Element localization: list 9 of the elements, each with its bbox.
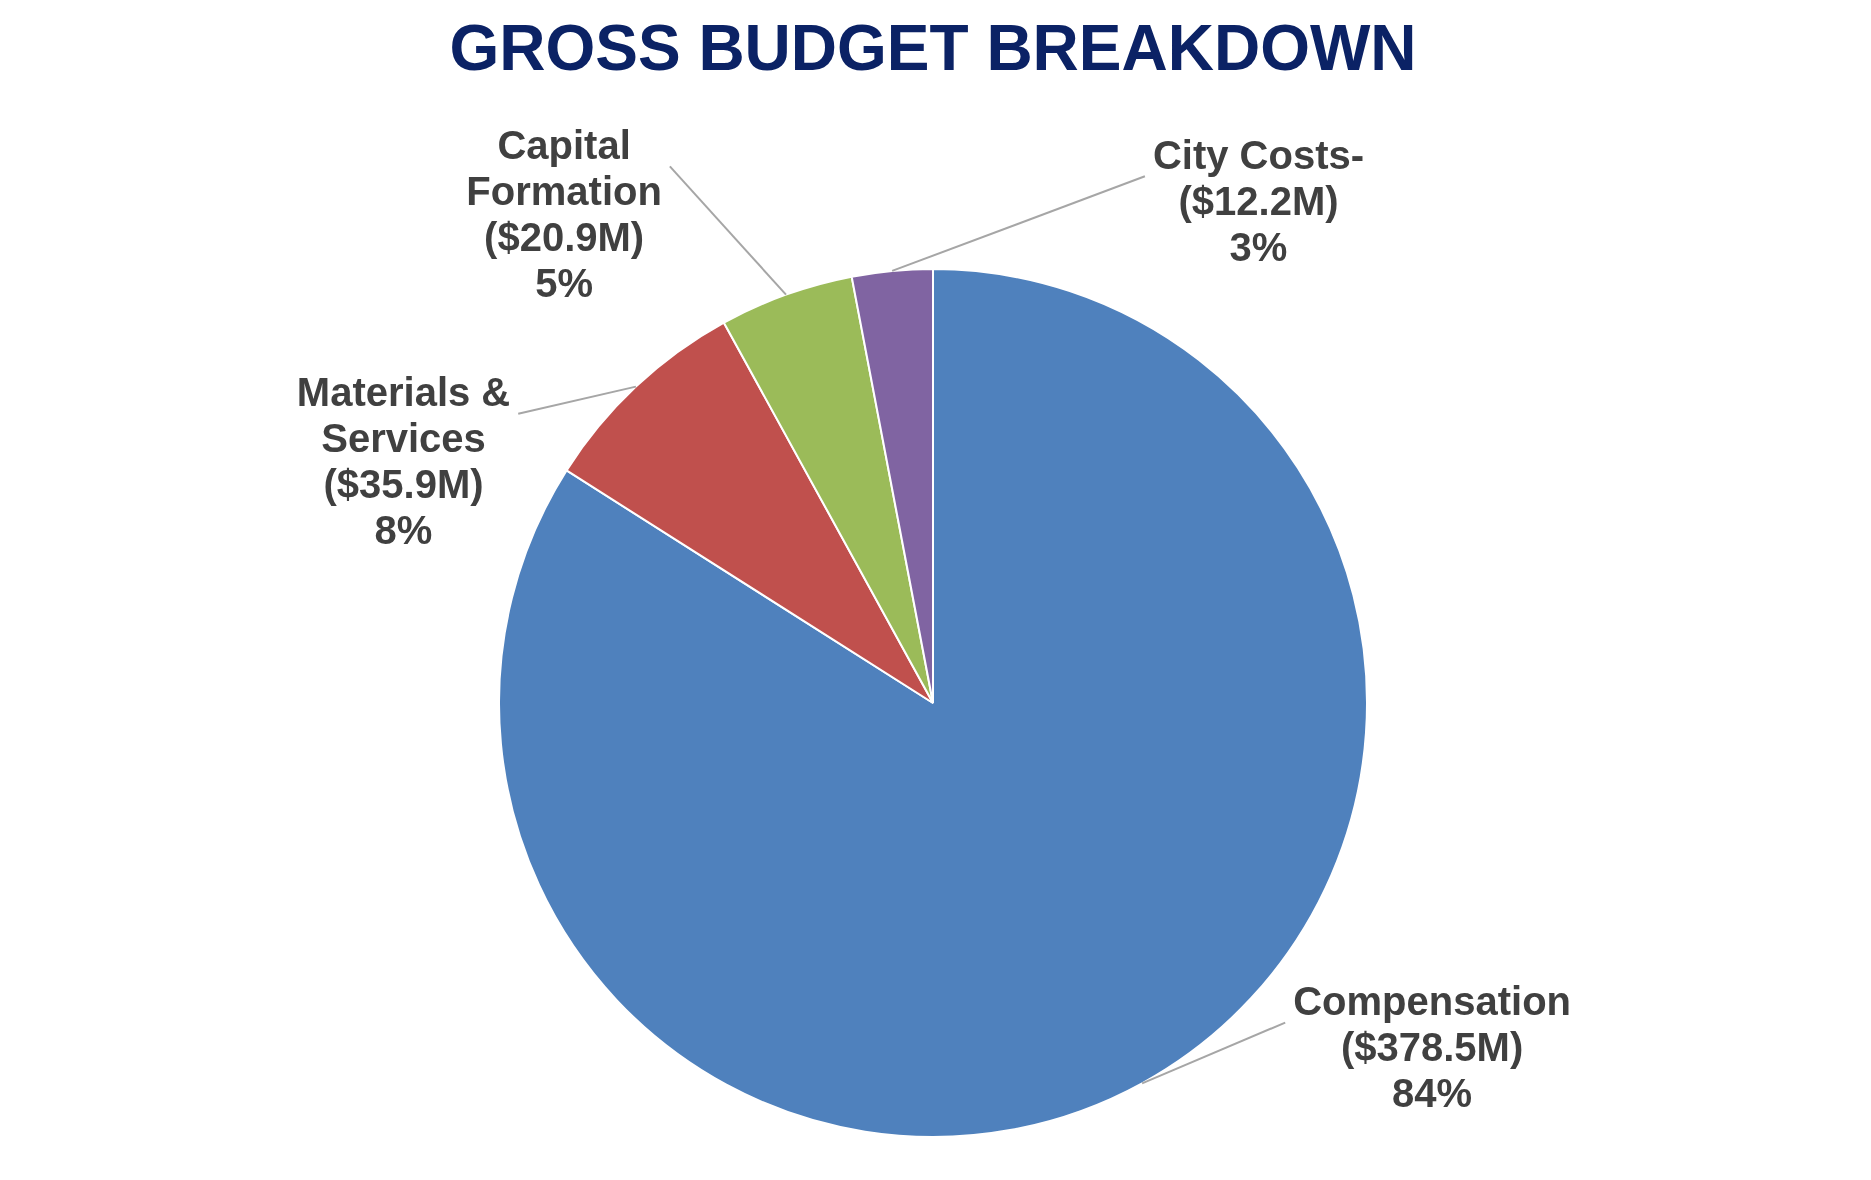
data-label: ($35.9M) 8% [323,462,484,553]
slice-label: Capital Formation [466,122,662,213]
data-label: ($378.5M) 84% [1340,1025,1524,1116]
data-label: ($12.2M) 3% [1178,178,1339,269]
slice-label: Compensation [1293,979,1571,1024]
slice-label: City Costs- [1152,132,1365,177]
slice-label: Materials & Services [296,370,511,461]
chart-title: GROSS BUDGET BREAKDOWN [448,11,1418,86]
data-label: ($20.9M) 5% [484,214,645,305]
